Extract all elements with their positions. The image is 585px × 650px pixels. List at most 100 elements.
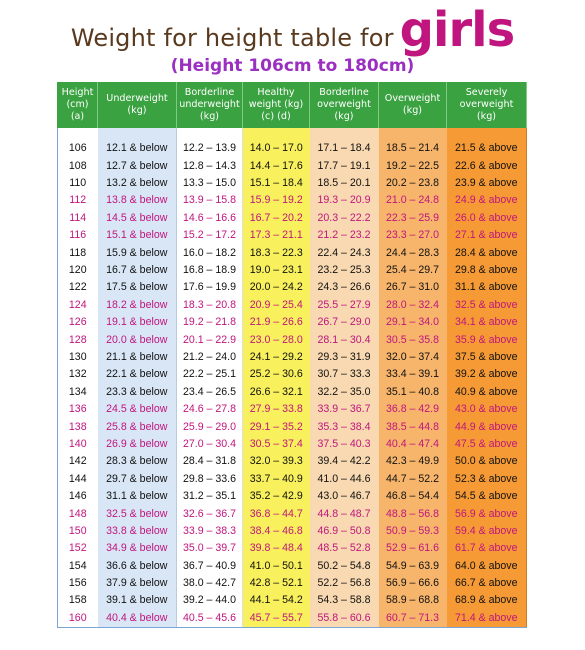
cell-severely-overweight: 35.9 & above [446, 330, 527, 349]
cell-borderline-underweight: 39.2 – 44.0 [176, 591, 243, 610]
cell-underweight: 33.8 & below [97, 522, 177, 540]
cell-overweight: 25.4 – 29.7 [378, 261, 447, 279]
cell-borderline-underweight: 23.4 – 26.5 [176, 383, 243, 401]
cell-overweight: 20.2 – 23.8 [378, 174, 447, 192]
table-row: 118 15.9 & below 16.0 – 18.2 18.3 – 22.3 22.… [57, 243, 527, 262]
cell-borderline-underweight: 16.8 – 18.9 [176, 261, 243, 279]
cell-healthy-weight: 25.2 – 30.6 [242, 365, 310, 384]
cell-severely-overweight: 27.1 & above [446, 226, 527, 244]
column-header-overweight: Overweight (kg) [378, 82, 447, 128]
cell-borderline-underweight: 33.9 – 38.3 [176, 522, 243, 540]
cell-height: 134 [57, 383, 98, 401]
cell-height: 126 [57, 313, 98, 331]
table-row: 114 14.5 & below 14.6 – 16.6 16.7 – 20.2 20.… [57, 209, 527, 227]
cell-underweight: 25.8 & below [97, 417, 177, 436]
column-header-height: Height (cm) (a) [57, 82, 98, 128]
cell-borderline-underweight: 22.2 – 25.1 [176, 365, 243, 384]
table-row: 158 39.1 & below 39.2 – 44.0 44.1 – 54.2 54.… [57, 591, 527, 610]
cell-borderline-overweight: 26.7 – 29.0 [309, 313, 379, 331]
cell-height: 124 [57, 296, 98, 314]
cell-underweight: 23.3 & below [97, 383, 177, 401]
cell-severely-overweight: 22.6 & above [446, 157, 527, 175]
cell-healthy-weight: 24.1 – 29.2 [242, 348, 310, 366]
cell-borderline-underweight: 38.0 – 42.7 [176, 574, 243, 592]
cell-severely-overweight: 43.0 & above [446, 400, 527, 418]
cell-height: 154 [57, 556, 98, 575]
cell-borderline-overweight: 43.0 – 46.7 [309, 487, 379, 505]
cell-borderline-underweight: 40.5 – 45.6 [176, 609, 243, 628]
cell-underweight: 16.7 & below [97, 261, 177, 279]
cell-severely-overweight: 54.5 & above [446, 487, 527, 505]
cell-height: 112 [57, 191, 98, 210]
cell-underweight: 40.4 & below [97, 609, 177, 628]
column-header-line: (kg) [476, 111, 497, 122]
cell-severely-overweight: 44.9 & above [446, 417, 527, 436]
cell-severely-overweight: 28.4 & above [446, 243, 527, 262]
cell-height: 158 [57, 591, 98, 610]
column-header-line: (c) (d) [261, 111, 291, 122]
cell-healthy-weight: 44.1 – 54.2 [242, 591, 310, 610]
cell-healthy-weight: 26.6 – 32.1 [242, 383, 310, 401]
cell-height: 136 [57, 400, 98, 418]
table-row: 124 18.2 & below 18.3 – 20.8 20.9 – 25.4 25.… [57, 296, 527, 314]
cell-underweight: 20.0 & below [97, 330, 177, 349]
table-row: 140 26.9 & below 27.0 – 30.4 30.5 – 37.4 37.… [57, 435, 527, 453]
cell-overweight: 44.7 – 52.2 [378, 470, 447, 488]
cell-borderline-underweight: 20.1 – 22.9 [176, 330, 243, 349]
title-emphasis-text: girls [399, 2, 516, 58]
column-header-line: (a) [70, 111, 85, 122]
cell-borderline-overweight: 33.9 – 36.7 [309, 400, 379, 418]
cell-borderline-overweight: 50.2 – 54.8 [309, 556, 379, 575]
cell-underweight: 26.9 & below [97, 435, 177, 453]
table-row: 120 16.7 & below 16.8 – 18.9 19.0 – 23.1 23.… [57, 261, 527, 279]
cell-severely-overweight: 64.0 & above [446, 556, 527, 575]
cell-overweight: 46.8 – 54.4 [378, 487, 447, 505]
cell-borderline-overweight: 30.7 – 33.3 [309, 365, 379, 384]
cell-healthy-weight: 21.9 – 26.6 [242, 313, 310, 331]
cell-borderline-underweight: 21.2 – 24.0 [176, 348, 243, 366]
cell-height: 128 [57, 330, 98, 349]
cell-overweight: 58.9 – 68.8 [378, 591, 447, 610]
table-row: 112 13.8 & below 13.9 – 15.8 15.9 – 19.2 19.… [57, 191, 527, 210]
cell-overweight: 38.5 – 44.8 [378, 417, 447, 436]
cell-borderline-underweight: 24.6 – 27.8 [176, 400, 243, 418]
cell-overweight: 32.0 – 37.4 [378, 348, 447, 366]
cell-underweight: 15.1 & below [97, 226, 177, 244]
cell-underweight: 36.6 & below [97, 556, 177, 575]
cell-borderline-overweight: 48.5 – 52.8 [309, 539, 379, 557]
table-row: 150 33.8 & below 33.9 – 38.3 38.4 – 46.8 46.… [57, 522, 527, 540]
cell-healthy-weight: 14.0 – 17.0 [242, 128, 310, 157]
cell-healthy-weight: 35.2 – 42.9 [242, 487, 310, 505]
cell-overweight: 52.9 – 61.6 [378, 539, 447, 557]
cell-height: 108 [57, 157, 98, 175]
cell-healthy-weight: 20.0 – 24.2 [242, 278, 310, 297]
cell-underweight: 22.1 & below [97, 365, 177, 384]
cell-overweight: 54.9 – 63.9 [378, 556, 447, 575]
cell-borderline-underweight: 31.2 – 35.1 [176, 487, 243, 505]
cell-overweight: 30.5 – 35.8 [378, 330, 447, 349]
cell-height: 160 [57, 609, 98, 628]
cell-severely-overweight: 56.9 & above [446, 504, 527, 523]
cell-severely-overweight: 32.5 & above [446, 296, 527, 314]
column-header-line: (kg) [334, 111, 354, 122]
column-header-line: Healthy [257, 87, 295, 98]
cell-severely-overweight: 23.9 & above [446, 174, 527, 192]
cell-borderline-overweight: 44.8 – 48.7 [309, 504, 379, 523]
column-header-line: overweight [317, 99, 371, 110]
cell-borderline-overweight: 19.3 – 20.9 [309, 191, 379, 210]
table-row: 154 36.6 & below 36.7 – 40.9 41.0 – 50.1 50.… [57, 556, 527, 575]
cell-overweight: 19.2 – 22.5 [378, 157, 447, 175]
cell-overweight: 22.3 – 25.9 [378, 209, 447, 227]
cell-underweight: 28.3 & below [97, 452, 177, 471]
weight-height-table: Height (cm) (a) Underweight (kg) Borderline un… [57, 82, 527, 628]
cell-overweight: 36.8 – 42.9 [378, 400, 447, 418]
cell-borderline-overweight: 17.7 – 19.1 [309, 157, 379, 175]
cell-borderline-underweight: 13.3 – 15.0 [176, 174, 243, 192]
cell-overweight: 23.3 – 27.0 [378, 226, 447, 244]
cell-underweight: 37.9 & below [97, 574, 177, 592]
cell-severely-overweight: 24.9 & above [446, 191, 527, 210]
cell-borderline-overweight: 32.2 – 35.0 [309, 383, 379, 401]
cell-healthy-weight: 45.7 – 55.7 [242, 609, 310, 628]
cell-height: 156 [57, 574, 98, 592]
cell-overweight: 48.8 – 56.8 [378, 504, 447, 523]
